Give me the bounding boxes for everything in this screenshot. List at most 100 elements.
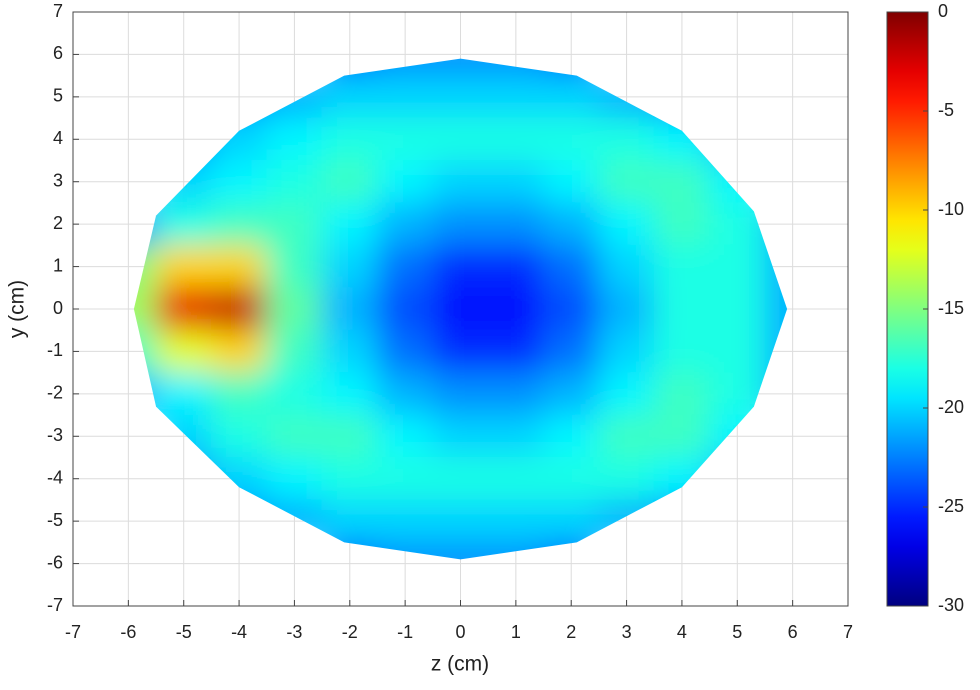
heat-cell <box>376 372 434 416</box>
heat-cell <box>653 160 711 204</box>
heat-cell <box>321 414 378 458</box>
heat-cell <box>155 329 212 374</box>
heat-cell <box>598 244 655 289</box>
y-tick-label: 2 <box>53 213 63 233</box>
heat-cell <box>266 329 323 374</box>
y-tick-label: 0 <box>53 298 63 318</box>
colorbar-tick-label: 0 <box>938 1 948 21</box>
y-tick-label: -1 <box>47 340 63 360</box>
heat-cell <box>432 75 489 119</box>
colorbar-tick-label: -30 <box>938 595 964 615</box>
y-tick-label: 5 <box>53 86 63 106</box>
heat-cell <box>321 457 378 501</box>
heat-cell <box>432 457 489 501</box>
x-tick-label: -2 <box>342 622 358 642</box>
y-tick-label: 4 <box>53 128 63 148</box>
heat-cell <box>598 329 655 374</box>
heat-cell <box>653 329 711 374</box>
heat-cell <box>487 372 545 416</box>
heat-cell <box>321 244 378 289</box>
heat-cell <box>266 160 323 204</box>
heat-cell <box>376 499 434 543</box>
x-tick-label: 2 <box>566 622 576 642</box>
heat-cell <box>653 372 711 416</box>
y-tick-label: 6 <box>53 43 63 63</box>
y-tick-label: 7 <box>53 1 63 21</box>
heat-cell <box>543 202 600 246</box>
heat-cell <box>709 329 766 374</box>
y-tick-label: 3 <box>53 170 63 190</box>
heat-cell <box>598 457 655 501</box>
heat-cell <box>598 117 655 161</box>
heat-cell <box>543 117 600 161</box>
heat-cell <box>266 287 323 331</box>
heat-cell <box>210 287 268 331</box>
x-tick-label: -7 <box>65 622 81 642</box>
y-tick-label: -5 <box>47 510 63 530</box>
heat-cell <box>653 287 711 331</box>
colorbar-tick-label: -5 <box>938 100 954 120</box>
heat-cell <box>432 117 489 161</box>
heat-cell <box>210 202 268 246</box>
heat-cell <box>210 414 268 458</box>
heat-cell <box>266 372 323 416</box>
heat-cell <box>266 202 323 246</box>
colorbar-tick-label: -20 <box>938 397 964 417</box>
heat-cell <box>487 117 545 161</box>
heat-cell <box>266 414 323 458</box>
y-tick-label: 1 <box>53 255 63 275</box>
y-axis-title: y (cm) <box>6 280 29 338</box>
heat-cell <box>432 372 489 416</box>
colorbar-ticks: 0 -5 -10 -15 -20 -25 -30 <box>923 1 964 615</box>
heat-cell <box>210 329 268 374</box>
heat-cell <box>598 287 655 331</box>
x-tick-label: 7 <box>843 622 853 642</box>
heat-cell <box>432 329 489 374</box>
x-tick-label: 1 <box>511 622 521 642</box>
heat-cell <box>321 160 378 204</box>
x-tick-label: -1 <box>397 622 413 642</box>
heat-cell <box>321 329 378 374</box>
heat-cell <box>543 287 600 331</box>
heat-cell <box>764 287 788 331</box>
heat-cell <box>487 457 545 501</box>
heat-cell <box>653 244 711 289</box>
heat-cell <box>210 160 268 204</box>
heat-cell <box>266 457 323 501</box>
heat-cell <box>432 160 489 204</box>
heat-cell <box>653 414 711 458</box>
heat-cell <box>487 329 545 374</box>
y-tick-label: -3 <box>47 425 63 445</box>
x-tick-label: 5 <box>732 622 742 642</box>
colorbar-tick-label: -25 <box>938 496 964 516</box>
heat-cell <box>598 160 655 204</box>
x-tick-label: 4 <box>677 622 687 642</box>
heat-cell <box>133 287 157 331</box>
ticks: -7 -6 -5 -4 -3 -2 -1 0 1 2 3 4 5 6 7 -7 -6 -5 -4 -3 -2 -1 0 1 2 3… <box>47 1 853 642</box>
heat-cell <box>543 160 600 204</box>
heat-cell <box>543 457 600 501</box>
heat-cell <box>376 117 434 161</box>
colorbar-tick-label: -10 <box>938 199 964 219</box>
colorbar <box>886 11 929 607</box>
heat-cell <box>432 58 489 77</box>
x-tick-label: 3 <box>622 622 632 642</box>
x-tick-label: -6 <box>120 622 136 642</box>
heat-cell <box>432 202 489 246</box>
heat-cell <box>432 244 489 289</box>
heat-cell <box>543 329 600 374</box>
heat-cell <box>432 414 489 458</box>
heat-cell <box>487 499 545 543</box>
x-tick-label: 0 <box>455 622 465 642</box>
heat-cell <box>155 287 212 331</box>
colorbar-tick-label: -15 <box>938 298 964 318</box>
y-tick-label: -7 <box>47 595 63 615</box>
heat-cell <box>487 75 545 119</box>
heat-cell <box>543 372 600 416</box>
heat-cell <box>598 372 655 416</box>
heat-cell <box>653 202 711 246</box>
heat-cell <box>321 117 378 161</box>
heat-cell <box>321 287 378 331</box>
heat-cell <box>432 541 489 560</box>
